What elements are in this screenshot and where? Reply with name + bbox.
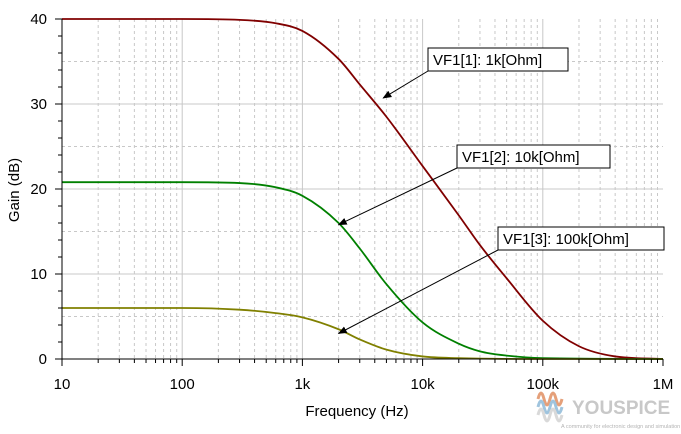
axes	[55, 18, 664, 366]
youspice-watermark: YOUSPICE A community for electronic desi…	[536, 391, 680, 430]
x-tick-label: 1k	[294, 376, 310, 393]
callout-arrow-1	[382, 70, 429, 99]
callout-label-1: VF1[1]: 1k[Ohm]	[433, 52, 542, 69]
x-tick-label: 1M	[653, 376, 674, 393]
series-line-1	[61, 18, 664, 360]
y-tick-label: 10	[30, 266, 47, 283]
callout-label-2: VF1[2]: 10k[Ohm]	[462, 149, 580, 166]
youspice-logo-icon	[536, 391, 564, 423]
callout-box-2	[456, 144, 611, 169]
watermark-tagline: A community for electronic design and si…	[561, 424, 680, 430]
y-tick-label: 40	[30, 11, 47, 28]
x-tick-label: 100	[170, 376, 195, 393]
watermark-brand: YOUSPICE	[572, 398, 670, 419]
x-tick-label: 10	[54, 376, 71, 393]
series-line-2	[61, 181, 664, 360]
callout-arrow-2	[337, 167, 458, 226]
y-axis-title: Gain (dB)	[6, 158, 23, 222]
callout-box-1	[427, 47, 569, 72]
callout-box-3	[497, 226, 665, 251]
grid	[62, 19, 663, 359]
x-axis-title: Frequency (Hz)	[305, 403, 408, 420]
y-tick-label: 30	[30, 96, 47, 113]
y-tick-label: 0	[39, 351, 47, 368]
callout-arrow-3	[337, 249, 499, 334]
y-tick-label: 20	[30, 181, 47, 198]
x-tick-label: 10k	[411, 376, 436, 393]
x-tick-label: 100k	[527, 376, 560, 393]
tick-labels: 10 100 1k 10k 100k 1M 0 10 20 30 40	[30, 11, 673, 393]
callout-label-3: VF1[3]: 100k[Ohm]	[503, 231, 629, 248]
callouts: VF1[1]: 1k[Ohm] VF1[2]: 10k[Ohm] VF1[3]: 1…	[337, 47, 665, 334]
